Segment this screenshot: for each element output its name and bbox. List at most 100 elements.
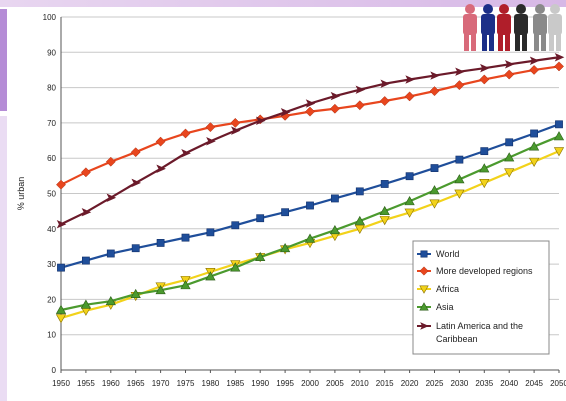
series-asia <box>55 131 565 314</box>
left-decor-strip <box>0 9 7 111</box>
x-tick-label: 2035 <box>475 379 493 388</box>
person-body-icon <box>463 14 477 35</box>
x-tick-label: 2040 <box>500 379 518 388</box>
y-tick-label: 30 <box>47 260 56 269</box>
x-tick-label: 2015 <box>376 379 394 388</box>
data-point <box>404 196 415 206</box>
y-tick-label: 10 <box>47 331 56 340</box>
top-decor-band <box>0 0 566 7</box>
x-tick-label: 1965 <box>127 379 145 388</box>
legend-label: Africa <box>436 284 459 294</box>
left-decor-strip-lower <box>0 116 7 401</box>
x-tick-label: 2025 <box>426 379 444 388</box>
data-point <box>480 63 490 73</box>
data-point <box>279 243 291 253</box>
data-point <box>329 103 340 114</box>
data-point <box>528 157 540 167</box>
x-tick-label: 1950 <box>52 379 70 388</box>
data-point <box>330 91 341 101</box>
legend-label: Latin America and the Caribbean <box>436 321 523 344</box>
x-tick-label: 1970 <box>152 379 170 388</box>
data-point <box>379 205 390 216</box>
data-point <box>130 147 141 158</box>
y-tick-label: 0 <box>52 366 57 375</box>
data-point <box>419 285 429 294</box>
data-point <box>380 180 389 188</box>
data-point <box>405 75 415 84</box>
person-body-icon <box>548 14 562 35</box>
data-point <box>131 178 142 188</box>
data-point <box>355 187 364 196</box>
data-point <box>530 129 538 138</box>
data-point <box>455 155 464 164</box>
data-point <box>504 60 515 69</box>
data-point <box>504 152 515 162</box>
data-point <box>56 179 66 190</box>
data-point <box>156 164 166 173</box>
data-point <box>205 122 216 133</box>
data-point <box>206 137 216 146</box>
data-point <box>155 285 166 295</box>
data-point <box>430 71 440 80</box>
data-point <box>105 156 116 167</box>
legend-label: Asia <box>436 302 454 312</box>
person-leg-icon <box>464 33 469 51</box>
data-point <box>554 53 565 62</box>
data-point <box>206 228 215 237</box>
data-point <box>554 61 564 72</box>
data-point <box>156 239 165 247</box>
x-tick-label: 1955 <box>77 379 95 388</box>
data-point <box>454 80 465 91</box>
x-tick-label: 2005 <box>326 379 344 388</box>
data-point <box>454 174 465 184</box>
data-point <box>420 322 429 330</box>
person-body-icon <box>514 14 528 35</box>
data-point <box>405 172 414 181</box>
data-point <box>256 214 265 223</box>
data-point <box>420 250 428 258</box>
data-point <box>255 116 266 125</box>
data-point <box>130 288 141 299</box>
data-point <box>555 120 563 129</box>
data-point <box>504 168 515 178</box>
series-latin-america-and-the-caribbean <box>56 53 565 229</box>
data-point <box>56 220 67 229</box>
data-point <box>529 64 540 75</box>
data-point <box>57 263 65 272</box>
y-tick-label: 70 <box>47 119 56 128</box>
person-head-icon <box>550 4 560 14</box>
data-point <box>505 138 514 147</box>
data-point <box>81 208 92 217</box>
y-axis-label: % urban <box>16 177 26 211</box>
data-point <box>480 147 489 156</box>
person-body-icon <box>497 14 511 35</box>
data-point <box>528 141 540 151</box>
data-point <box>180 280 191 290</box>
data-point <box>329 224 341 235</box>
data-point <box>429 185 440 195</box>
series-world <box>57 120 563 272</box>
x-tick-label: 1960 <box>102 379 120 388</box>
data-point <box>529 56 540 65</box>
y-tick-label: 20 <box>47 295 56 304</box>
data-point <box>430 164 439 172</box>
data-point <box>404 91 415 102</box>
y-tick-label: 60 <box>47 154 56 163</box>
data-point <box>419 302 429 311</box>
data-point <box>55 304 67 314</box>
data-point <box>479 179 490 189</box>
x-tick-label: 2010 <box>351 379 369 388</box>
data-point <box>231 126 241 135</box>
x-tick-label: 1980 <box>202 379 220 388</box>
legend-label-line: Latin America and the <box>436 321 523 331</box>
legend-label: More developed regions <box>436 266 533 276</box>
data-point <box>479 163 490 173</box>
legend-box <box>412 240 550 355</box>
person-leg-icon <box>505 33 510 51</box>
y-tick-label: 90 <box>47 48 56 57</box>
data-point <box>231 221 240 230</box>
person-body-icon <box>533 14 547 35</box>
data-point <box>281 208 289 217</box>
data-point <box>181 233 190 242</box>
